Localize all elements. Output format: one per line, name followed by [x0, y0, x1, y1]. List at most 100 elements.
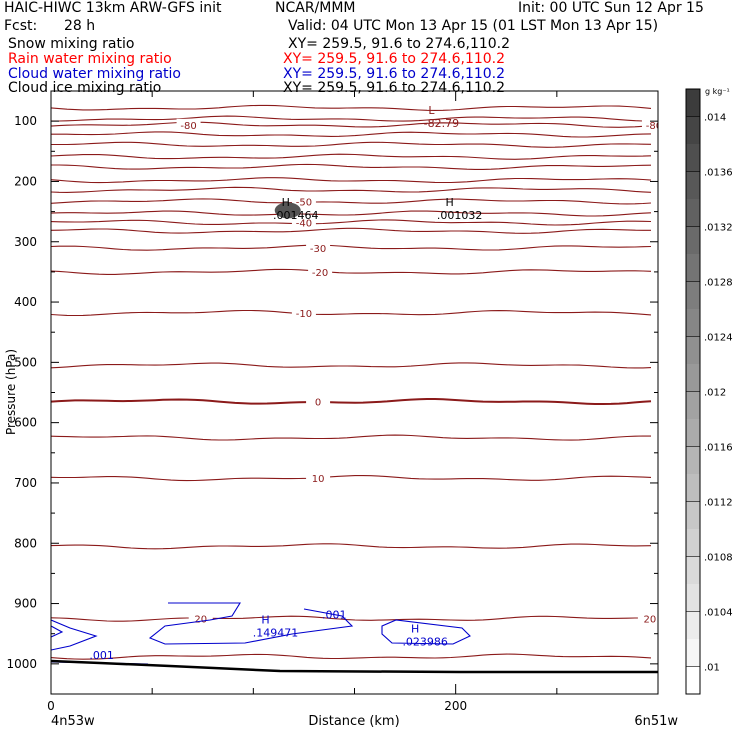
y-tick-label: 300 — [14, 235, 37, 249]
temperature-contour — [51, 131, 652, 138]
contour-label: -80 — [646, 121, 662, 132]
colorbar-segment — [686, 364, 700, 392]
contour-label-bg — [308, 265, 333, 278]
colorbar-segment — [686, 666, 700, 695]
temperature-contour — [51, 186, 652, 193]
colorbar-tick-label: .014 — [704, 113, 726, 124]
field-cloudice-xy: XY= 259.5, 91.6 to 274.6,110.2 — [283, 80, 506, 96]
contour-label: 20 — [644, 615, 657, 626]
colorbar-segment — [686, 199, 700, 227]
temperature-contour — [51, 219, 652, 226]
colorbar-tick-label: .0124 — [704, 333, 733, 344]
temperature-contour — [51, 177, 652, 184]
contour-label: -30 — [310, 244, 326, 255]
cloud-water-contour — [148, 602, 354, 645]
extreme-value: .001464 — [273, 209, 319, 222]
temperature-contour — [51, 268, 652, 275]
extreme-marker: H — [282, 196, 290, 209]
field-rain-xy: XY= 259.5, 91.6 to 274.6,110.2 — [283, 51, 506, 67]
temperature-contour — [51, 475, 652, 482]
colorbar-segment — [686, 639, 700, 667]
colorbar-segment — [686, 584, 700, 612]
contour-label: -20 — [312, 268, 328, 279]
colorbar-segment — [686, 116, 700, 145]
extreme-marker: H — [445, 196, 453, 209]
y-tick-label: 500 — [14, 355, 37, 369]
y-tick-label: 100 — [14, 114, 37, 128]
y-axis-label: Pressure (hPa) — [4, 349, 18, 435]
colorbar-segment — [686, 446, 700, 475]
colorbar-tick-label: .0132 — [704, 223, 733, 234]
y-tick-label: 700 — [14, 476, 37, 490]
temperature-contour — [51, 362, 652, 369]
colorbar-segment — [686, 89, 700, 117]
temperature-contour — [51, 309, 652, 317]
temperature-contour — [51, 434, 652, 441]
colorbar-tick-label: .0116 — [704, 443, 733, 454]
colorbar-segment — [686, 281, 700, 310]
colorbar-segment — [686, 556, 700, 585]
colorbar-tick-label: .012 — [704, 388, 726, 399]
temperature-contour — [51, 543, 652, 550]
colorbar-tick-label: .0104 — [704, 608, 733, 619]
temperature-contour — [51, 163, 652, 170]
x-tick-label: 200 — [444, 699, 467, 713]
colorbar-unit: g kg⁻¹ — [705, 87, 730, 96]
extreme-value: .149471 — [253, 627, 299, 640]
x-tick-label: 0 — [47, 699, 55, 713]
valid-time: Valid: 04 UTC Mon 13 Apr 15 (01 LST Mon … — [288, 18, 659, 34]
colorbar-segment — [686, 529, 700, 557]
field-cloudice-name: Cloud ice mixing ratio — [8, 80, 162, 96]
cloud-ice-shading — [274, 202, 301, 219]
y-tick-label: 1000 — [6, 657, 37, 671]
temperature-contour — [51, 121, 652, 128]
contour-label: -80 — [180, 121, 196, 132]
fcst-label: Fcst: — [4, 18, 38, 34]
colorbar-segment — [686, 611, 700, 640]
colorbar-segment — [686, 226, 700, 255]
contour-label: -40 — [296, 218, 312, 229]
contour-label: 10 — [312, 474, 325, 485]
extreme-value: .023986 — [402, 636, 448, 649]
field-snow-name: Snow mixing ratio — [8, 36, 135, 52]
contour-label-bg — [306, 472, 331, 485]
extreme-value: -82.79 — [424, 117, 459, 130]
contour-label-bg — [306, 241, 331, 254]
temperature-contour — [51, 653, 652, 660]
contour-label-bg — [637, 612, 658, 625]
contour-label-bg — [641, 118, 658, 131]
colorbar-segment — [686, 474, 700, 502]
cloud-water-contour — [51, 619, 98, 651]
cloud-water-contour — [381, 619, 471, 645]
field-snow-xy: XY= 259.5, 91.6 to 274.6,110.2 — [288, 36, 511, 52]
temperature-contour — [51, 398, 652, 405]
right-endpoint-label: 6n51w — [634, 714, 678, 729]
contour-label-bg — [291, 216, 316, 229]
cloud-water-label: .001 — [322, 608, 347, 621]
colorbar-tick-label: .0128 — [704, 278, 733, 289]
colorbar-segment — [686, 144, 700, 172]
y-tick-label: 900 — [14, 597, 37, 611]
y-tick-label: 800 — [14, 536, 37, 550]
left-endpoint-label: 4n53w — [51, 714, 95, 729]
field-cloudwater-name: Cloud water mixing ratio — [8, 66, 181, 82]
contour-label-bg — [176, 118, 201, 131]
model-title: HAIC-HIWC 13km ARW-GFS init — [4, 0, 222, 16]
cloud-water-label: .001 — [89, 649, 114, 662]
temperature-contour — [51, 115, 652, 122]
temperature-contour — [51, 198, 652, 205]
contour-label-bg — [291, 306, 316, 319]
extreme-value: .001032 — [437, 209, 483, 222]
temperature-contour — [51, 615, 652, 622]
terrain-line — [51, 659, 658, 674]
colorbar-segment — [686, 501, 700, 530]
colorbar-tick-label: .0136 — [704, 168, 733, 179]
temperature-contour — [51, 210, 652, 217]
fcst-value: 28 h — [64, 18, 96, 34]
field-cloudwater-xy: XY= 259.5, 91.6 to 274.6,110.2 — [283, 66, 506, 82]
center-title: NCAR/MMM — [275, 0, 356, 16]
y-tick-label: 600 — [14, 416, 37, 430]
extreme-marker: L — [428, 104, 435, 117]
temperature-contour — [51, 104, 652, 111]
